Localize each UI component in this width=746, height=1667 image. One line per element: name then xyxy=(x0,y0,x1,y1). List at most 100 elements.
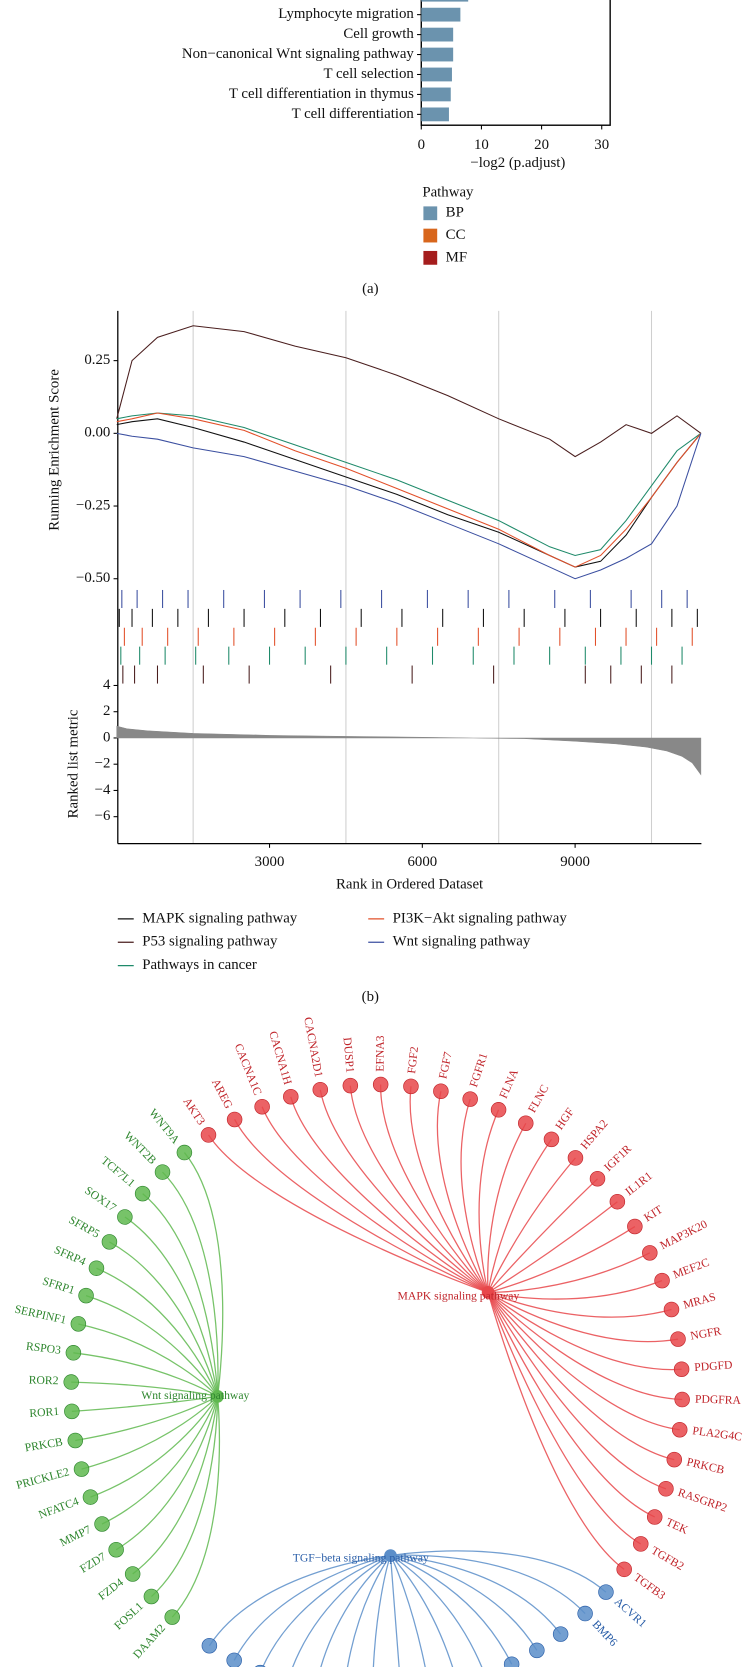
gene-node xyxy=(82,1489,99,1505)
edge xyxy=(487,1138,553,1293)
gene-label: RASGRP2 xyxy=(676,1486,729,1515)
y-tick-label: −4 xyxy=(95,782,111,798)
gene-node xyxy=(164,1609,180,1625)
gene-label: FOSL1 xyxy=(112,1600,146,1633)
gene-label: ROR1 xyxy=(29,1405,60,1420)
gene-label: CACNA1C xyxy=(232,1042,265,1098)
gene-node xyxy=(462,1091,478,1107)
gene-label: TGFB2 xyxy=(649,1544,686,1573)
gene-label: DUSP1 xyxy=(340,1037,356,1074)
gene-label: PRKCB xyxy=(24,1435,64,1454)
gene-label: SFRP1 xyxy=(41,1274,77,1297)
gene-node xyxy=(646,1509,663,1525)
gene-label: PLA2G4C xyxy=(692,1424,743,1443)
gene-label: KIT xyxy=(642,1203,665,1224)
gene-node xyxy=(433,1083,449,1100)
edge xyxy=(75,1395,218,1442)
gene-node xyxy=(94,1516,110,1532)
gene-label: SERPINF1 xyxy=(13,1303,67,1327)
panel-label: (a) xyxy=(362,281,379,297)
legend-label: P53 signaling pathway xyxy=(142,934,278,950)
y-tick-label: −6 xyxy=(95,808,111,824)
gene-label: SFRP5 xyxy=(67,1213,102,1240)
legend-title: Pathway xyxy=(422,185,474,201)
edge xyxy=(487,1292,680,1431)
bar xyxy=(421,67,452,82)
edge xyxy=(487,1292,667,1490)
edge xyxy=(487,1292,675,1461)
gene-label: FGF7 xyxy=(436,1051,454,1080)
gene-label: TCF7L1 xyxy=(98,1154,137,1190)
es-line xyxy=(116,325,702,458)
edge xyxy=(234,1119,489,1294)
gene-node xyxy=(342,1077,359,1094)
gene-label: FZD7 xyxy=(78,1550,109,1576)
edge xyxy=(290,1096,489,1293)
edge xyxy=(487,1291,683,1401)
gene-label: HGF xyxy=(553,1105,577,1132)
hub-node xyxy=(211,1390,224,1403)
gene-label: BMP6 xyxy=(590,1618,620,1649)
gene-label: NGFR xyxy=(689,1325,722,1343)
gene-node xyxy=(143,1588,160,1605)
y-tick-label: 0.25 xyxy=(84,352,110,368)
edge xyxy=(487,1178,598,1293)
gene-node xyxy=(567,1150,584,1166)
gene-node xyxy=(226,1652,242,1667)
edge xyxy=(90,1396,219,1498)
gene-node xyxy=(70,1316,87,1332)
gene-node xyxy=(609,1193,626,1210)
y-tick-label: 0.00 xyxy=(84,425,110,441)
gene-label: ROR2 xyxy=(29,1374,59,1388)
gene-node xyxy=(666,1451,683,1468)
gene-node xyxy=(108,1541,124,1558)
edge xyxy=(487,1225,636,1294)
edge xyxy=(207,1134,489,1294)
gene-node xyxy=(117,1209,133,1225)
gene-node xyxy=(589,1171,606,1187)
gene-node xyxy=(88,1260,105,1276)
gene-label: AREG xyxy=(209,1077,236,1112)
edge xyxy=(409,1086,489,1293)
x-tick-label: 6000 xyxy=(407,854,437,870)
gene-node xyxy=(312,1081,329,1098)
gene-node xyxy=(654,1272,670,1289)
legend-swatch xyxy=(423,206,438,221)
edge xyxy=(389,1555,426,1667)
gene-label: TEK xyxy=(664,1516,691,1537)
category-label: Non−canonical Wnt signaling pathway xyxy=(182,46,415,62)
edge xyxy=(487,1157,576,1293)
x-axis-label: −log2 (p.adjust) xyxy=(470,155,565,171)
gene-label: FGF2 xyxy=(405,1046,421,1075)
gene-node xyxy=(529,1642,545,1659)
gene-label: MMP7 xyxy=(58,1523,94,1549)
gene-node xyxy=(577,1605,593,1622)
gene-node xyxy=(226,1111,243,1128)
es-line xyxy=(116,418,702,568)
gene-node xyxy=(176,1144,193,1161)
bar xyxy=(421,47,454,62)
hub-node xyxy=(384,1549,397,1562)
y-tick-label: −0.50 xyxy=(76,570,110,586)
edge xyxy=(487,1201,618,1293)
gene-node xyxy=(283,1089,299,1105)
gene-node xyxy=(670,1331,686,1347)
gene-node xyxy=(673,1361,690,1377)
x-tick-label: 30 xyxy=(594,137,609,153)
hub-label: Wnt signaling pathway xyxy=(141,1389,249,1402)
gene-label: AKT3 xyxy=(180,1095,207,1127)
gene-label: PDGFD xyxy=(694,1358,733,1374)
legend-label: Wnt signaling pathway xyxy=(393,934,531,950)
gene-node xyxy=(134,1185,151,1202)
gene-node xyxy=(642,1245,658,1261)
legend-label: BP xyxy=(446,205,464,221)
gene-node xyxy=(671,1422,688,1438)
gene-label: DAAM2 xyxy=(131,1622,169,1662)
gene-label: FGFR1 xyxy=(467,1051,490,1088)
x-tick-label: 0 xyxy=(418,137,425,153)
es-line xyxy=(116,412,702,557)
edge xyxy=(389,1555,400,1667)
gene-node xyxy=(552,1626,569,1642)
edge xyxy=(81,1395,219,1470)
